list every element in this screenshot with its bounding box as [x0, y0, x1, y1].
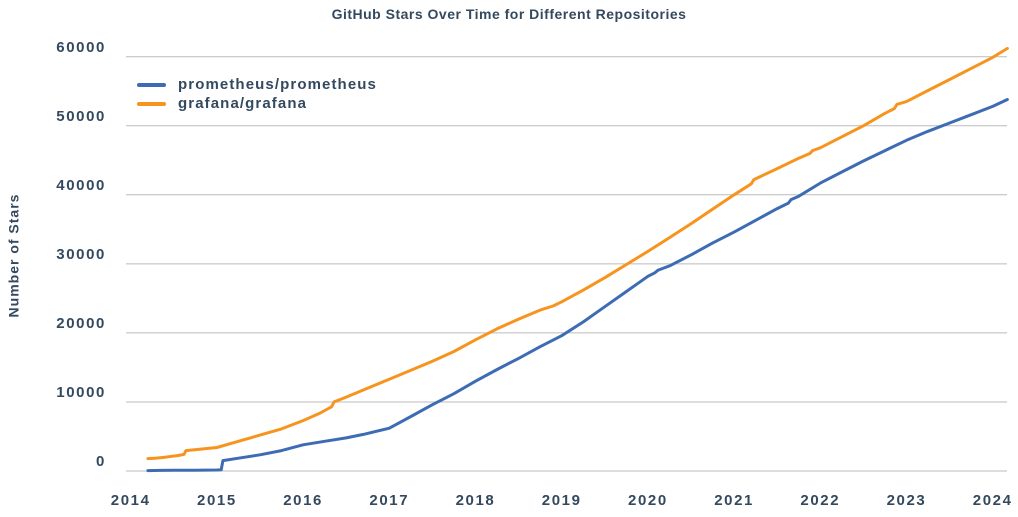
x-tick-label: 2014 — [110, 492, 151, 509]
x-tick-label: 2024 — [972, 492, 1013, 509]
chart-title: GitHub Stars Over Time for Different Rep… — [331, 6, 687, 22]
y-tick-label: 10000 — [56, 383, 106, 401]
legend-line-swatch-grafana — [137, 101, 166, 106]
legend-line-swatch-prometheus — [137, 82, 166, 87]
y-tick-label: 60000 — [56, 38, 106, 56]
x-tick-label: 2019 — [541, 492, 582, 509]
y-tick-label: 0 — [96, 453, 106, 470]
x-tick-label: 2015 — [197, 492, 237, 509]
legend-item: grafana/grafana — [137, 94, 377, 113]
y-tick-label: 20000 — [56, 314, 106, 332]
x-tick-label: 2016 — [283, 492, 323, 509]
y-tick-label: 40000 — [56, 176, 106, 194]
x-tick-label: 2023 — [886, 492, 927, 509]
series-line-grafana — [146, 46, 1009, 461]
y-tick-label: 50000 — [56, 107, 106, 125]
x-tick-label: 2020 — [628, 492, 668, 509]
x-tick-label: 2017 — [369, 492, 410, 509]
x-tick-label: 2021 — [714, 492, 754, 509]
x-tick-label: 2018 — [455, 492, 496, 509]
y-tick-label: 30000 — [56, 245, 106, 263]
series-line-prometheus — [146, 98, 1009, 473]
legend-label-grafana: grafana/grafana — [178, 95, 308, 112]
legend: prometheus/prometheus grafana/grafana — [137, 75, 377, 113]
legend-label-prometheus: prometheus/prometheus — [178, 76, 377, 93]
legend-item: prometheus/prometheus — [137, 75, 377, 94]
x-tick-label: 2022 — [800, 492, 841, 509]
